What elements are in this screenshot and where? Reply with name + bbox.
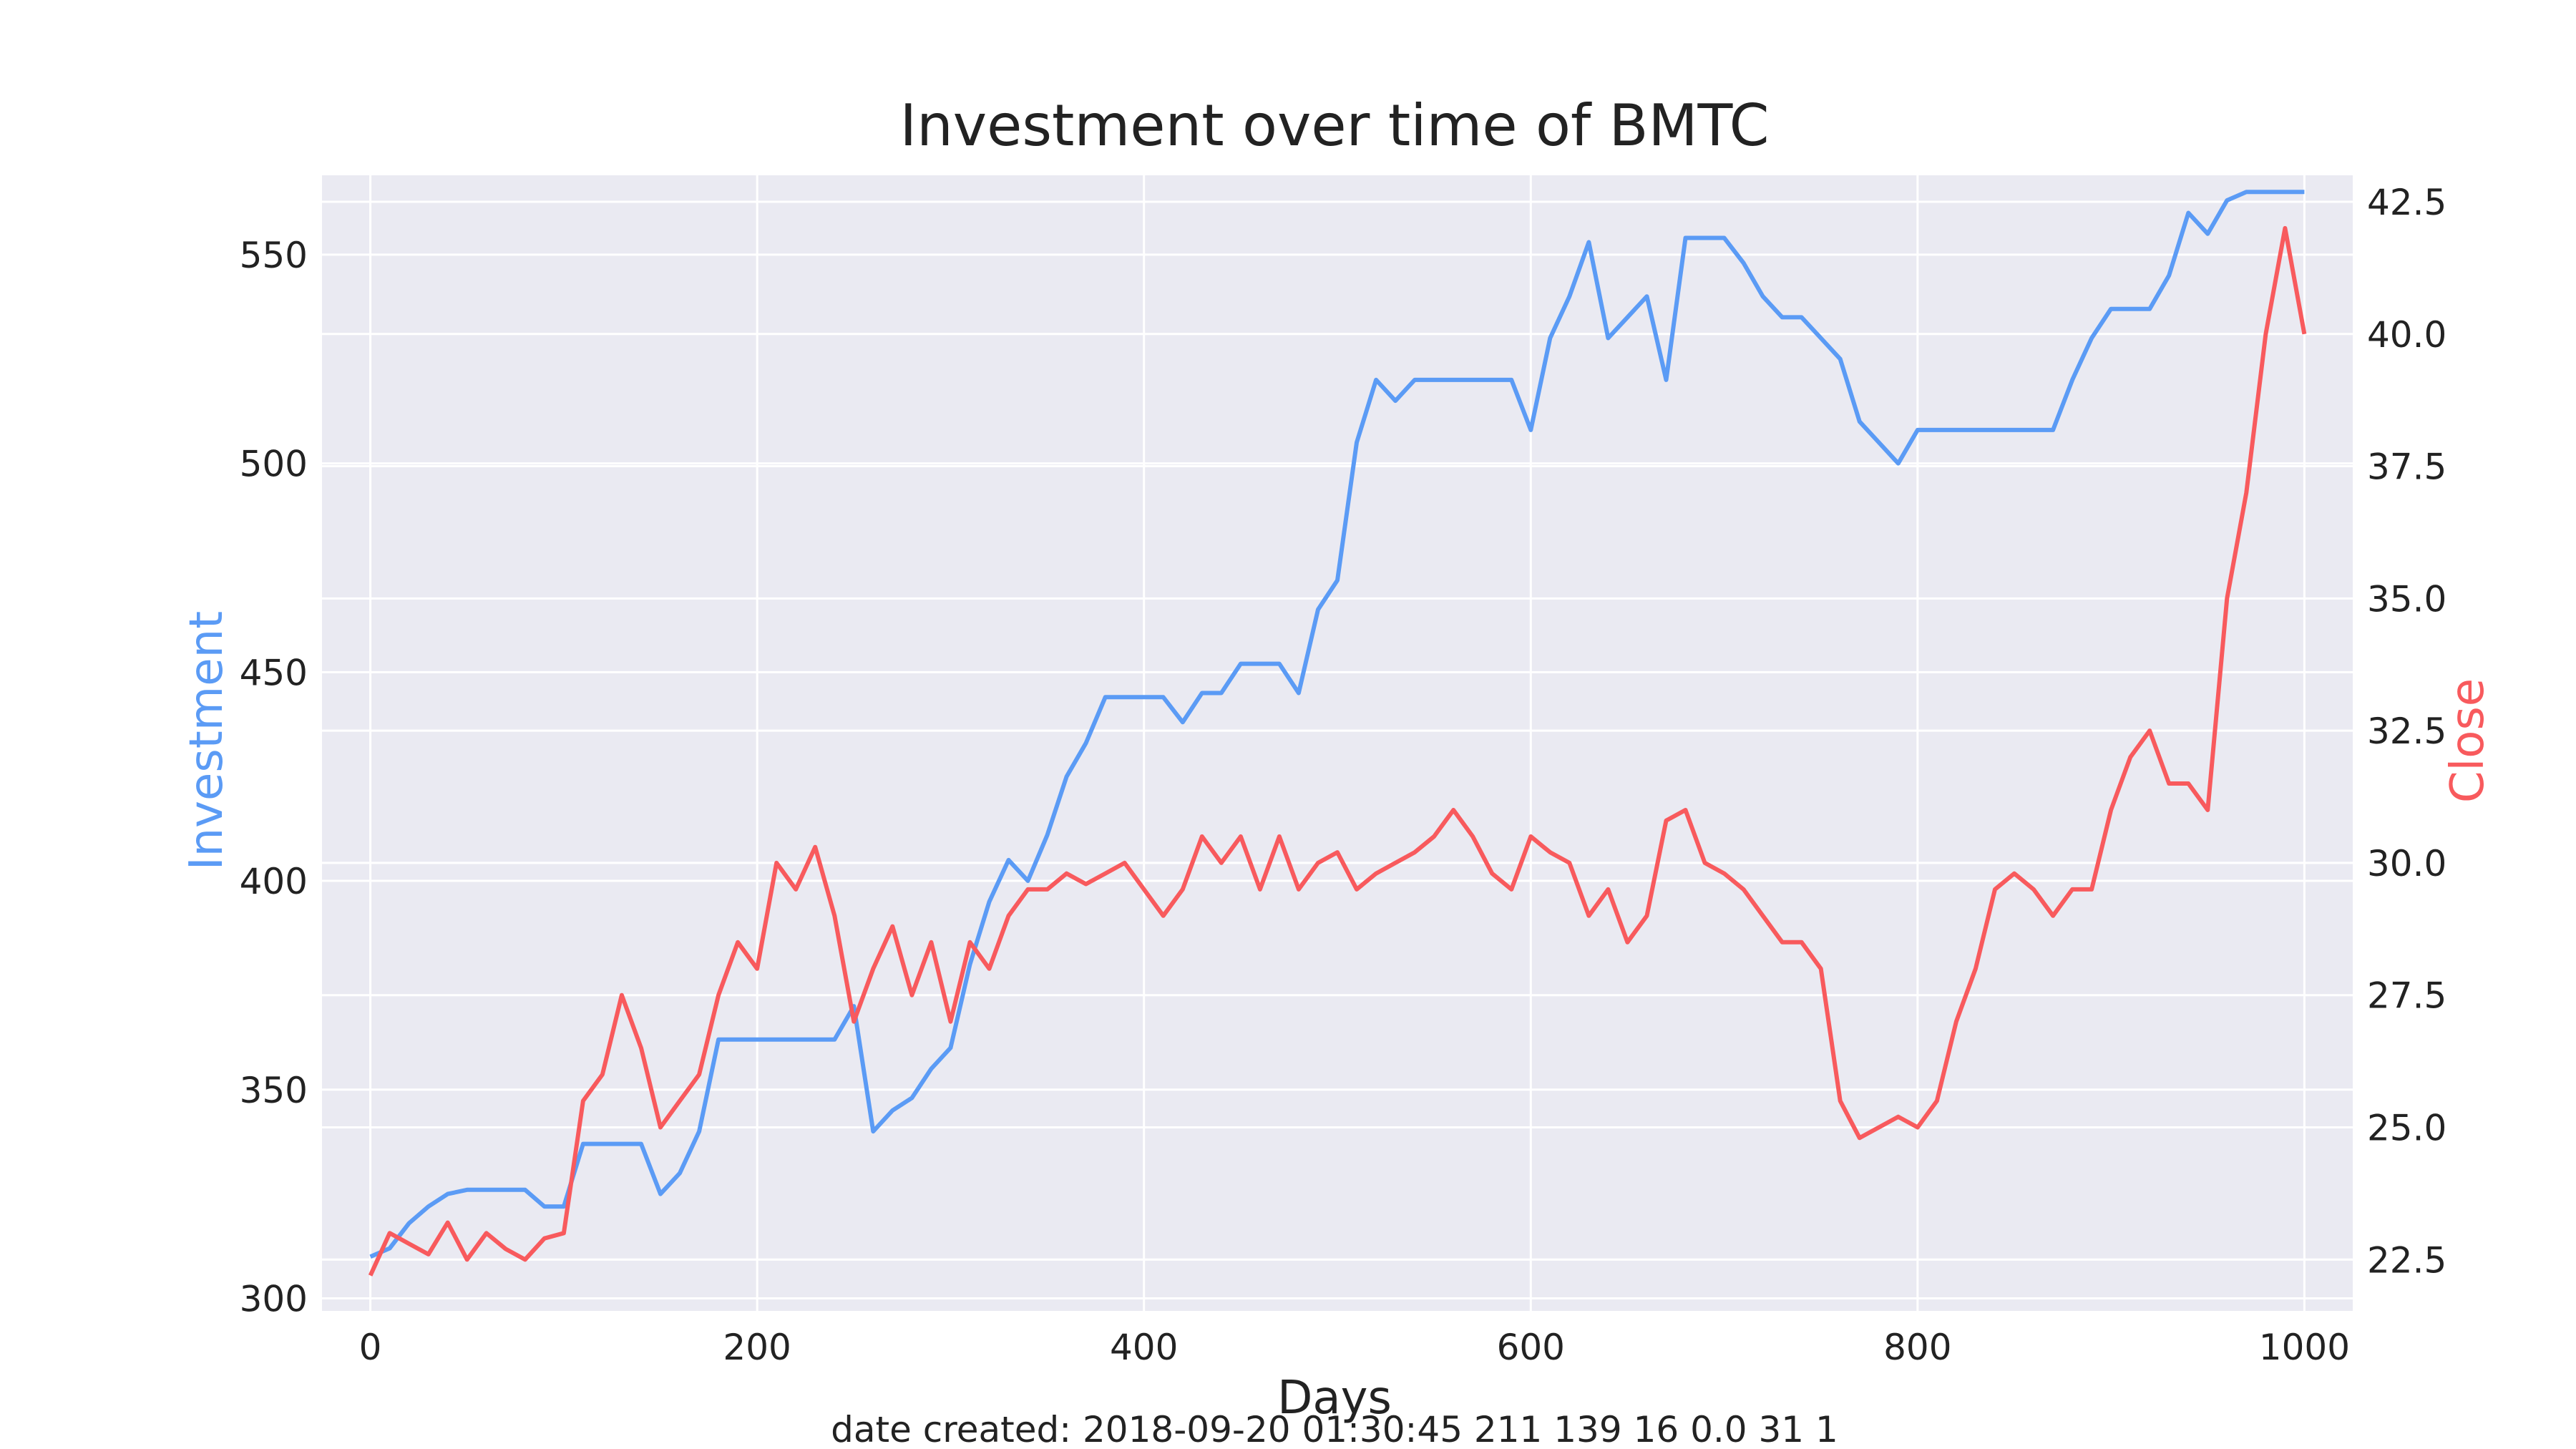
y-left-tick-label: 450: [240, 652, 308, 693]
plot-area: [322, 175, 2353, 1311]
x-axis-label: Days: [1277, 1372, 1392, 1425]
grid: [322, 175, 2353, 1311]
series-group: [368, 190, 2307, 1277]
x-tick-label: 200: [723, 1327, 791, 1368]
x-tick-label: 800: [1883, 1327, 1951, 1368]
y-right-tick-label: 22.5: [2367, 1239, 2446, 1281]
y-left-tick-label: 300: [240, 1278, 308, 1319]
y-left-tick-label: 400: [240, 861, 308, 902]
y-left-tick-label: 350: [240, 1070, 308, 1111]
y-left-tick-label: 500: [240, 444, 308, 485]
y-right-tick-label: 35.0: [2367, 578, 2446, 620]
x-tick-label: 400: [1110, 1327, 1178, 1368]
x-tick-label: 600: [1497, 1327, 1565, 1368]
y-right-tick-label: 32.5: [2367, 711, 2446, 752]
y-left-tick-label: 550: [240, 235, 308, 276]
tick-labels: 0 200 400 600 800 1000 300 350 400 450 500 550 22.5 2…: [240, 182, 2447, 1368]
x-tick-label: 1000: [2259, 1327, 2350, 1368]
y-axis-label-left: Investment: [180, 611, 233, 871]
y-right-tick-label: 25.0: [2367, 1108, 2446, 1149]
y-right-tick-label: 37.5: [2367, 447, 2446, 488]
y-right-tick-label: 42.5: [2367, 182, 2446, 223]
investment-line: [369, 190, 2305, 1259]
footer-text: date created: 2018-09-20 01:30:45 211 13…: [831, 1409, 1838, 1449]
y-axis-label-right: Close: [2441, 678, 2494, 803]
close-line: [368, 225, 2307, 1277]
y-right-tick-label: 27.5: [2367, 975, 2446, 1017]
y-right-tick-label: 40.0: [2367, 314, 2446, 356]
y-right-tick-label: 30.0: [2367, 843, 2446, 884]
x-tick-label: 0: [359, 1327, 382, 1368]
chart-title: Investment over time of BMTC: [899, 92, 1769, 159]
